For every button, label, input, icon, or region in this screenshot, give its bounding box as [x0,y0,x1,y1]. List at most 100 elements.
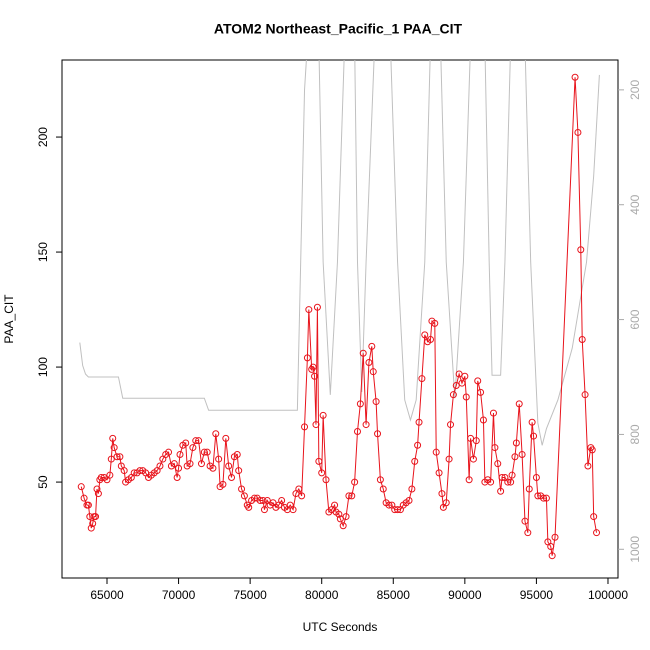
data-point [235,467,243,475]
x-axis-label: UTC Seconds [303,620,378,634]
data-point [467,434,475,442]
data-point [534,492,542,500]
y2-tick-label: 600 [628,309,642,329]
data-point [278,496,286,504]
data-point [250,494,258,502]
data-point [376,476,384,484]
data-point [200,448,208,456]
data-point [415,418,423,426]
data-point [182,439,190,447]
data-point [189,444,197,452]
data-point [305,306,313,314]
plot-frame [61,59,619,579]
data-point [192,437,200,445]
data-point [411,457,419,465]
data-point [497,487,505,495]
data-point [489,409,497,417]
data-point [215,455,223,463]
data-point [107,455,115,463]
y2-tick-label: 200 [628,80,642,100]
data-point [432,448,440,456]
data-point [84,501,92,509]
data-point [97,473,105,481]
data-point [222,434,230,442]
data-point [195,437,203,445]
data-point [512,439,520,447]
x-tick-label: 65000 [90,588,124,602]
data-point [116,453,124,461]
data-point [477,388,485,396]
data-point [462,393,470,401]
y2-tick-label: 400 [628,194,642,214]
data-point [442,499,450,507]
data-point [176,450,184,458]
data-point [335,510,343,518]
data-point [449,391,457,399]
data-point [426,335,434,343]
x-tick-label: 95000 [520,588,554,602]
data-point [315,457,323,465]
data-point [80,494,88,502]
data-point [301,423,309,431]
data-point [372,398,380,406]
data-point [518,450,526,458]
data-point [455,370,463,378]
data-point [504,478,512,486]
data-point [498,473,506,481]
data-point [110,444,118,452]
data-point [515,400,523,408]
data-point [385,501,393,509]
data-point [548,552,556,560]
data-point [87,524,95,532]
data-point [521,517,529,525]
data-point [584,462,592,470]
data-point [461,372,469,380]
y-tick-label: 100 [36,357,50,377]
x-tick-label: 90000 [448,588,482,602]
data-point [77,483,85,491]
data-point [479,416,487,424]
data-point [289,506,297,514]
data-point [312,421,320,429]
data-point [530,432,538,440]
data-point [339,522,347,530]
data-point [551,533,559,541]
data-point [365,358,373,366]
data-point [197,460,205,468]
data-point [336,515,344,523]
data-point [356,400,364,408]
data-point [120,467,128,475]
data-point [508,471,516,479]
data-point [186,460,194,468]
data-point [245,503,253,511]
data-point [353,427,361,435]
data-point [474,377,482,385]
data-point [588,446,596,454]
y2-tick-label: 1000 [628,536,642,563]
series-line [80,77,598,556]
data-point [175,464,183,472]
data-point [309,363,317,371]
data-point [414,441,422,449]
data-point [445,455,453,463]
data-point [89,519,97,527]
data-point [106,471,114,479]
data-point [532,473,540,481]
y-tick-label: 50 [36,475,50,489]
x-tick-label: 100000 [588,588,628,602]
data-point [348,492,356,500]
data-point [452,381,460,389]
data-point [368,342,376,350]
data-point [109,434,117,442]
data-point [581,391,589,399]
data-point [507,478,515,486]
data-point [130,469,138,477]
data-point [319,411,327,419]
data-point [203,448,211,456]
data-point [547,542,555,550]
data-point [379,485,387,493]
data-point [394,506,402,514]
data-point [491,444,499,452]
data-point [487,478,495,486]
